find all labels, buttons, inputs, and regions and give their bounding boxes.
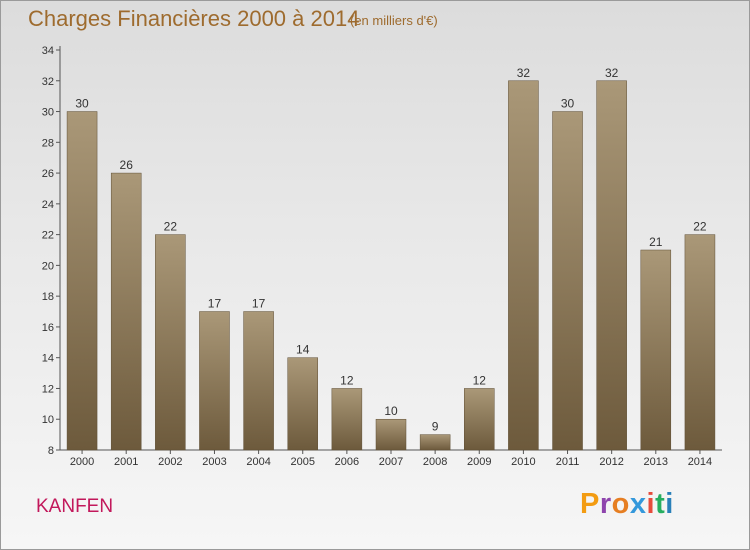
value-label: 9 <box>432 420 439 434</box>
bar-2002 <box>155 234 186 451</box>
y-tick-label: 20 <box>42 260 54 272</box>
value-label: 17 <box>208 297 222 311</box>
x-tick-label: 2011 <box>556 456 580 468</box>
value-label: 17 <box>252 297 266 311</box>
value-label: 12 <box>473 373 487 387</box>
bar-2003 <box>199 311 230 451</box>
x-tick-label: 2006 <box>335 456 359 468</box>
logo-letter: x <box>629 488 647 520</box>
y-tick-label: 28 <box>42 137 54 149</box>
value-label: 22 <box>693 220 707 234</box>
value-label: 22 <box>164 220 178 234</box>
x-tick-label: 2014 <box>688 456 712 468</box>
bar-2007 <box>375 418 407 451</box>
proxiti-logo: Proxiti <box>580 488 674 521</box>
y-tick-label: 12 <box>42 383 54 395</box>
x-tick-label: 2005 <box>290 456 314 468</box>
x-tick-label: 2001 <box>114 456 138 468</box>
logo-letter: P <box>580 488 600 520</box>
x-tick-label: 2010 <box>511 456 535 468</box>
logo-letter: o <box>611 488 630 520</box>
y-tick-label: 16 <box>42 322 54 334</box>
y-tick-label: 14 <box>42 353 54 365</box>
y-tick-label: 22 <box>42 230 54 242</box>
logo-letter: i <box>665 488 674 520</box>
y-tick-label: 24 <box>42 199 54 211</box>
bar-2009 <box>464 388 495 451</box>
value-label: 30 <box>75 97 89 111</box>
y-tick-label: 8 <box>48 445 54 457</box>
y-tick-label: 34 <box>42 45 54 57</box>
bar-2010 <box>508 80 539 451</box>
x-tick-label: 2000 <box>70 456 94 468</box>
y-tick-label: 32 <box>42 76 54 88</box>
bar-2000 <box>66 111 98 451</box>
bar-2013 <box>640 249 672 451</box>
x-tick-label: 2012 <box>599 456 623 468</box>
bar-2008 <box>419 434 451 451</box>
x-tick-label: 2013 <box>644 456 668 468</box>
x-tick-label: 2003 <box>202 456 226 468</box>
bar-2001 <box>110 172 142 451</box>
logo-letter: i <box>646 488 656 520</box>
value-label: 30 <box>561 97 575 111</box>
x-tick-label: 2004 <box>246 456 270 468</box>
y-tick-label: 18 <box>42 291 54 303</box>
value-label: 21 <box>649 235 663 249</box>
y-tick-label: 30 <box>42 107 54 119</box>
commune-name: KANFEN <box>36 496 114 517</box>
x-tick-label: 2007 <box>379 456 403 468</box>
x-tick-label: 2002 <box>158 456 182 468</box>
value-label: 10 <box>384 404 398 418</box>
chart-title: Charges Financières 2000 à 2014 <box>28 6 360 31</box>
y-tick-label: 10 <box>42 414 54 426</box>
bar-2014 <box>684 234 716 451</box>
y-tick-label: 26 <box>42 168 54 180</box>
value-label: 32 <box>517 66 531 80</box>
bar-2005 <box>287 357 318 451</box>
bar-2004 <box>243 311 274 451</box>
value-label: 14 <box>296 343 310 357</box>
value-label: 26 <box>120 158 134 172</box>
bar-2006 <box>331 388 363 451</box>
bar-2012 <box>596 80 627 451</box>
value-label: 32 <box>605 66 619 80</box>
chart-subtitle: (en milliers d'€) <box>350 13 438 28</box>
x-tick-label: 2009 <box>467 456 491 468</box>
bar-2011 <box>552 111 583 451</box>
logo-letter: r <box>599 488 612 520</box>
value-label: 12 <box>340 373 354 387</box>
x-tick-label: 2008 <box>423 456 447 468</box>
logo-letter: t <box>655 488 666 520</box>
